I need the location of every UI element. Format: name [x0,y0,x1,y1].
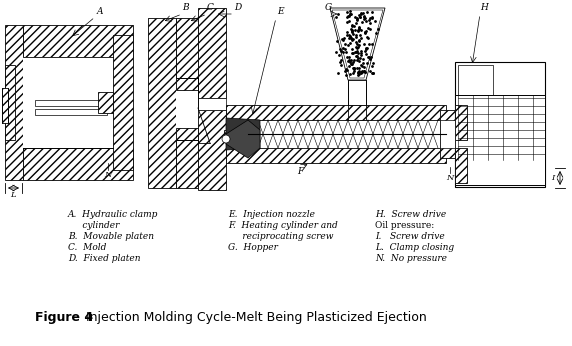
Bar [23,25,133,57]
Bar [5,25,23,180]
Bar [23,148,133,180]
Bar [458,65,493,95]
Polygon shape [226,120,260,158]
Polygon shape [176,78,210,143]
Text: F: F [297,167,303,176]
Bar [198,98,226,110]
Text: A: A [97,8,104,17]
Polygon shape [330,8,385,80]
Bar [348,80,366,105]
Bar [113,35,133,170]
Bar [2,88,8,123]
Bar [455,105,467,140]
Text: D.  Fixed platen: D. Fixed platen [68,254,141,263]
Bar [198,110,226,190]
Bar [5,65,15,140]
Text: reciprocating screw: reciprocating screw [228,232,333,241]
Bar [226,105,446,120]
Text: cylinder: cylinder [68,221,120,230]
Bar [176,140,198,188]
Text: N: N [446,174,454,182]
Bar [35,100,107,106]
Text: B: B [182,3,188,12]
Text: H: H [480,3,488,12]
Text: G: G [324,3,332,12]
Bar [98,92,113,113]
Bar [224,130,232,138]
Text: E.  Injection nozzle: E. Injection nozzle [228,210,315,219]
Bar [176,18,198,78]
Text: E: E [277,8,283,17]
Text: C.  Mold: C. Mold [68,243,106,252]
Text: Injection Molding Cycle-Melt Being Plasticized Ejection: Injection Molding Cycle-Melt Being Plast… [78,311,427,325]
Text: C: C [206,3,213,12]
Bar [455,95,545,185]
Bar [348,105,366,120]
Bar [455,148,467,183]
Text: B.  Movable platen: B. Movable platen [68,232,154,241]
Bar [148,18,176,188]
Text: I.   Screw drive: I. Screw drive [375,232,445,241]
Polygon shape [226,118,260,150]
Text: N.  No pressure: N. No pressure [375,254,447,263]
Text: L.  Clamp closing: L. Clamp closing [375,243,454,252]
Bar [198,8,226,98]
Bar [440,110,455,158]
Text: H.  Screw drive: H. Screw drive [375,210,446,219]
Bar [226,148,446,163]
Text: A.  Hydraulic clamp: A. Hydraulic clamp [68,210,158,219]
Text: Figure 4: Figure 4 [35,311,93,325]
Bar [35,109,107,115]
Bar [176,78,198,90]
Text: G.  Hopper: G. Hopper [228,243,278,252]
Text: N: N [104,171,112,179]
Bar [440,120,455,148]
Text: F.  Heating cylinder and: F. Heating cylinder and [228,221,337,230]
Text: I: I [551,174,555,182]
Polygon shape [332,10,383,78]
Text: D: D [235,3,241,12]
Text: Oil pressure:: Oil pressure: [375,221,434,230]
Bar [23,57,113,148]
Bar [455,62,545,187]
Bar [176,128,198,140]
Text: L: L [10,191,16,199]
Circle shape [222,135,230,143]
